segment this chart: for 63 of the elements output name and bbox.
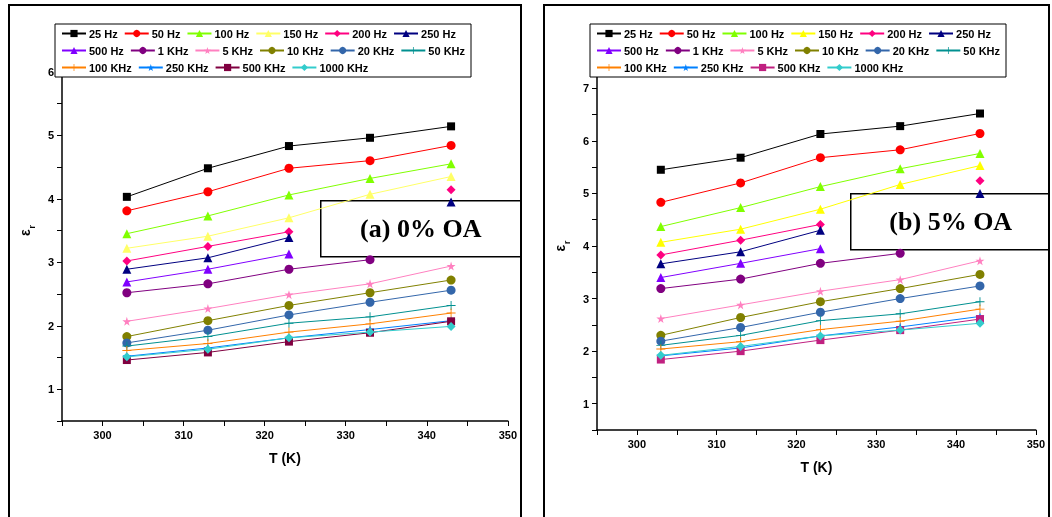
x-axis-title: T (K) (268, 450, 301, 466)
legend-label: 5 KHz (222, 44, 254, 57)
x-tick-label: 340 (417, 428, 436, 441)
legend-label: 500 KHz (777, 61, 821, 74)
legend-label: 500 Hz (624, 44, 660, 57)
legend-label: 20 KHz (892, 44, 930, 57)
legend-label: 20 KHz (357, 44, 395, 57)
y-tick-label: 1 (582, 397, 589, 410)
y-tick-label: 1 (47, 383, 54, 396)
legend-label: 25 Hz (624, 27, 654, 40)
y-tick-label: 2 (582, 345, 589, 358)
legend-label: 1000 KHz (854, 61, 904, 74)
legend-label: 100 KHz (89, 61, 133, 74)
legend-label: 50 Hz (151, 27, 181, 40)
legend-label: 1000 KHz (319, 61, 369, 74)
legend-label: 10 KHz (286, 44, 325, 57)
y-tick-label: 5 (582, 187, 589, 200)
x-tick-label: 330 (336, 428, 355, 441)
legend-label: 150 Hz (283, 27, 319, 40)
x-tick-label: 300 (627, 437, 647, 450)
x-tick-label: 320 (255, 428, 274, 441)
x-tick-label: 300 (93, 428, 112, 441)
legend-label: 50 KHz (428, 44, 466, 57)
y-axis-title: εr (17, 224, 37, 237)
y-tick-label: 5 (47, 129, 54, 142)
legend-label: 1 KHz (157, 44, 189, 57)
legend-label: 500 KHz (242, 61, 286, 74)
y-tick-label: 3 (582, 292, 589, 305)
legend-label: 150 Hz (818, 27, 854, 40)
legend-label: 50 KHz (963, 44, 1001, 57)
legend-label: 200 Hz (887, 27, 923, 40)
legend-label: 250 Hz (421, 27, 457, 40)
legend-label: 250 KHz (165, 61, 210, 74)
x-tick-label: 340 (946, 437, 966, 450)
x-tick-label: 310 (707, 437, 726, 450)
legend-label: 5 KHz (757, 44, 789, 57)
legend-label: 250 Hz (956, 27, 992, 40)
x-tick-label: 330 (867, 437, 886, 450)
y-tick-label: 4 (47, 192, 55, 205)
x-tick-label: 350 (498, 428, 517, 441)
legend-label: 50 Hz (686, 27, 716, 40)
legend-label: 1 KHz (692, 44, 724, 57)
x-tick-label: 350 (1026, 437, 1045, 450)
legend-label: 100 KHz (624, 61, 668, 74)
y-axis-title: εr (552, 239, 572, 252)
y-tick-label: 6 (582, 134, 589, 147)
x-tick-label: 310 (174, 428, 193, 441)
legend-label: 100 Hz (749, 27, 785, 40)
x-tick-label: 320 (787, 437, 806, 450)
legend-label: 25 Hz (89, 27, 119, 40)
legend-label: 500 Hz (89, 44, 125, 57)
annotation: (a) 0% OA (360, 214, 482, 244)
y-tick-label: 2 (47, 319, 54, 332)
y-tick-label: 7 (582, 82, 589, 95)
y-tick-label: 3 (47, 256, 54, 269)
legend-label: 10 KHz (821, 44, 860, 57)
legend-label: 100 Hz (214, 27, 250, 40)
x-axis-title: T (K) (800, 459, 833, 475)
annotation: (b) 5% OA (889, 207, 1013, 237)
legend-label: 200 Hz (352, 27, 388, 40)
legend-label: 250 KHz (700, 61, 745, 74)
y-tick-label: 6 (47, 65, 54, 78)
y-tick-label: 4 (582, 240, 590, 252)
